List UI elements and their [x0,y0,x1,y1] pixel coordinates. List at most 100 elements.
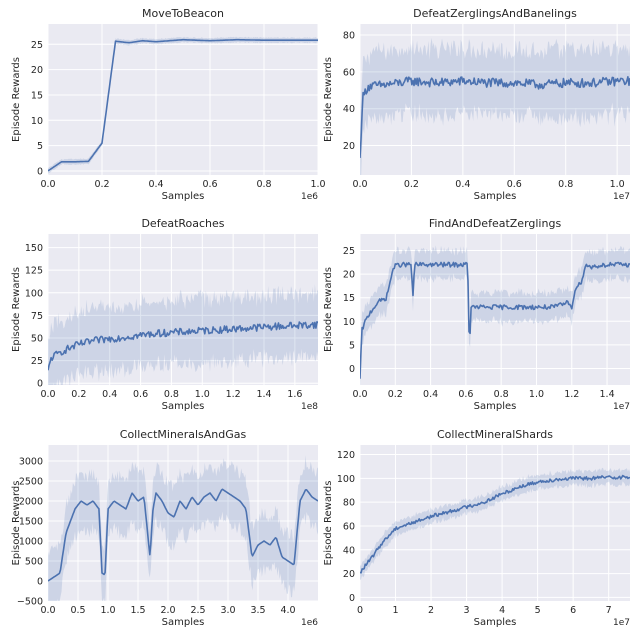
y-axis-label: Episode Rewards [323,267,334,352]
y-tick-label: 60 [343,67,355,78]
x-tick-label: 0.0 [40,605,55,616]
x-tick-label: 0 [357,605,363,616]
x-tick-label: 0.6 [133,389,148,400]
x-tick-label: 0.4 [455,179,470,190]
x-axis-label: Samples [162,401,205,412]
x-tick-label: 1.0 [100,605,115,616]
x-tick-label: 1.0 [195,389,210,400]
y-tick-label: 75 [31,311,43,322]
y-tick-label: 60 [343,521,355,532]
x-tick-label: 1 [393,605,399,616]
x-tick-label: 0.2 [71,389,86,400]
plot-area [360,445,630,601]
y-axis-label: Episode Rewards [11,267,22,352]
x-tick-label: 0.2 [388,389,403,400]
y-tick-label: 10 [343,317,355,328]
x-tick-label: 2.0 [160,605,175,616]
x-tick-label: 0.8 [164,389,179,400]
x-tick-label: 1.6 [287,389,302,400]
x-tick-label: 0.0 [352,389,367,400]
y-tick-label: 5 [349,340,355,351]
y-tick-label: 3000 [19,457,43,468]
x-tick-label: 4.0 [280,605,295,616]
x-tick-label: 0.0 [40,179,55,190]
chart-title: FindAndDefeatZerglings [429,217,562,230]
x-tick-label: 1.5 [130,605,145,616]
plot-area [48,445,318,601]
plot-area [48,234,318,385]
y-tick-label: 0 [349,593,355,604]
y-tick-label: 500 [25,557,43,568]
subplot-5: 0 1 2 3 4 5 6 7 0 20 40 60 80 100 120 CollectMineralSha… [323,428,630,628]
x-axis-label: Samples [474,401,517,412]
series-line [360,261,630,379]
x-axis-label: Samples [162,617,205,628]
series-line [48,488,318,582]
x-tick-label: 0.8 [558,179,573,190]
series-line [360,76,630,158]
y-tick-label: 15 [343,293,355,304]
chart-title: DefeatZerglingsAndBanelings [413,7,577,20]
y-tick-label: 0 [37,577,43,588]
confidence-band [48,455,318,601]
x-tick-label: 3.5 [250,605,265,616]
y-tick-label: 10 [31,116,43,127]
x-tick-label: 0.2 [94,179,109,190]
confidence-band [360,467,630,580]
x-tick-label: 0.2 [404,179,419,190]
y-tick-label: 120 [337,450,355,461]
x-tick-label: 2 [428,605,434,616]
x-tick-label: 1.0 [610,179,625,190]
chart-title: CollectMineralShards [437,428,553,441]
x-tick-label: 0.4 [148,179,163,190]
x-tick-label: 0.8 [256,179,271,190]
x-tick-label: 1.2 [564,389,579,400]
y-tick-label: 25 [343,246,355,257]
x-tick-label: 1.0 [529,389,544,400]
subplot-0: 0.0 0.2 0.4 0.6 0.8 1.0 0 5 10 15 20 25 MoveToBeacon… [11,7,326,202]
x-axis-offset: 1e7 [613,192,630,202]
x-tick-label: 3.0 [220,605,235,616]
x-axis-label: Samples [162,191,205,202]
chart-title: DefeatRoaches [141,217,224,230]
x-axis-offset: 1e6 [301,618,318,628]
y-axis-label: Episode Rewards [323,481,334,566]
x-tick-label: 4 [499,605,505,616]
y-tick-label: 25 [31,356,43,367]
y-tick-label: 0 [37,379,43,390]
confidence-band [360,37,630,175]
y-tick-label: 1500 [19,517,43,528]
x-tick-label: 5 [535,605,541,616]
y-tick-label: 2500 [19,477,43,488]
y-tick-label: 20 [343,270,355,281]
x-tick-label: 0.6 [507,179,522,190]
confidence-band [48,36,318,174]
series-line [360,474,630,574]
x-tick-label: 1.4 [256,389,271,400]
y-tick-label: 100 [25,288,43,299]
y-tick-label: 80 [343,31,355,42]
x-tick-label: 0.6 [202,179,217,190]
y-tick-label: 15 [31,90,43,101]
y-tick-label: 100 [337,474,355,485]
subplot-1: 0.0 0.2 0.4 0.6 0.8 1.0 20 40 60 80 DefeatZergling… [323,7,630,202]
x-tick-label: 1.2 [226,389,241,400]
chart-title: MoveToBeacon [142,7,224,20]
chart-title: CollectMineralsAndGas [120,428,247,441]
subplot-2: 0.0 0.2 0.4 0.6 0.8 1.0 1.2 1.4 1.6 0 25 50 75 100 125… [11,217,318,412]
y-tick-label: 20 [343,141,355,152]
y-tick-label: 50 [31,333,43,344]
y-tick-label: 40 [343,545,355,556]
x-axis-offset: 1e8 [301,402,318,412]
confidence-band [360,245,630,385]
x-axis-label: Samples [474,617,517,628]
x-tick-label: 0.0 [352,179,367,190]
plot-area [360,24,630,175]
x-tick-label: 0.4 [102,389,117,400]
x-tick-label: 6 [570,605,576,616]
x-tick-label: 3 [464,605,470,616]
y-tick-label: 0 [349,364,355,375]
x-tick-label: 7 [606,605,612,616]
x-axis-offset: 1e7 [613,402,630,412]
